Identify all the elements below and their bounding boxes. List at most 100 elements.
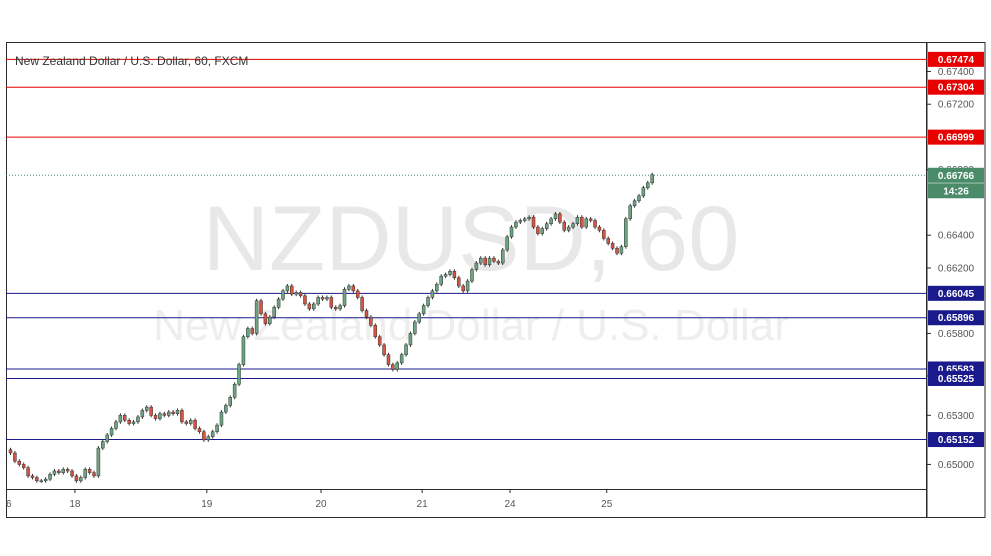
candle-down xyxy=(8,449,13,454)
candle-down xyxy=(197,428,202,432)
candle-down xyxy=(153,415,158,419)
candle-up xyxy=(518,220,523,223)
support-level-label: 0.65583 xyxy=(938,364,975,375)
candle-up xyxy=(650,174,654,184)
candle-up xyxy=(408,333,413,346)
candle-up xyxy=(426,297,430,306)
candle-down xyxy=(320,297,325,300)
candle-up xyxy=(166,411,171,416)
watermark-name: New Zealand Dollar / U.S. Dollar xyxy=(153,301,789,350)
x-tick-label: 19 xyxy=(201,499,213,510)
candle-up xyxy=(584,218,588,228)
x-tick-label: 21 xyxy=(417,499,429,510)
candle-down xyxy=(531,216,536,228)
candle-up xyxy=(285,285,290,292)
y-tick-label: 0.66200 xyxy=(938,263,975,274)
candle-up xyxy=(224,405,228,413)
candle-up xyxy=(628,205,632,220)
levels-layer xyxy=(6,58,927,441)
candle-up xyxy=(268,316,272,324)
price-labels: 0.67474 0.67304 0.66999 0.66045 0.65896 0.655… xyxy=(928,51,984,448)
candle-up xyxy=(443,274,448,277)
candle-up xyxy=(435,284,439,292)
candle-down xyxy=(127,419,131,424)
candles-layer xyxy=(8,172,654,483)
candle-down xyxy=(558,213,562,223)
last-price-label: 0.66766 xyxy=(938,171,975,182)
candle-up xyxy=(632,200,637,206)
candle-up xyxy=(254,300,259,334)
candle-up xyxy=(109,428,114,436)
x-tick-label: 24 xyxy=(504,499,516,510)
resistance-level-label-bg xyxy=(928,129,984,145)
candle-up xyxy=(540,228,545,234)
candle-up xyxy=(439,275,443,285)
candle-up xyxy=(500,249,505,264)
candle-down xyxy=(452,270,457,279)
candle-up xyxy=(624,218,628,247)
candle-up xyxy=(52,470,57,475)
candle-down xyxy=(259,300,263,315)
candle-down xyxy=(329,297,334,308)
candle-up xyxy=(294,292,298,295)
candle-up xyxy=(641,187,646,197)
candle-down xyxy=(57,470,61,473)
candle-down xyxy=(610,243,615,249)
candle-down xyxy=(593,220,597,228)
candle-up xyxy=(140,410,145,418)
candle-down xyxy=(360,297,364,311)
support-level-label-bg xyxy=(928,370,984,386)
candle-down xyxy=(21,464,26,468)
candle-down xyxy=(307,303,312,310)
candle-up xyxy=(417,313,421,323)
candle-up xyxy=(527,216,531,220)
candle-down xyxy=(298,292,303,297)
candle-down xyxy=(606,238,610,244)
candle-down xyxy=(70,470,74,477)
candle-down xyxy=(250,328,254,334)
candle-up xyxy=(522,218,527,221)
candle-down xyxy=(303,295,307,305)
last-price-label-bg xyxy=(928,167,984,183)
support-level-label: 0.65152 xyxy=(938,435,975,446)
candle-up xyxy=(566,226,571,231)
candle-down xyxy=(382,344,386,355)
candle-up xyxy=(136,416,140,423)
candle-up xyxy=(101,441,105,449)
candle-up xyxy=(347,285,351,290)
candle-up xyxy=(395,362,400,370)
candle-down xyxy=(13,452,17,462)
x-tick-label: 26 xyxy=(6,499,12,510)
candle-down xyxy=(290,285,294,295)
support-level-label-bg xyxy=(928,285,984,301)
y-tick-label: 0.65300 xyxy=(938,411,975,422)
candle-down xyxy=(180,410,184,423)
candle-up xyxy=(413,321,417,334)
candle-up xyxy=(105,434,109,442)
x-tick-label: 25 xyxy=(601,499,613,510)
candle-down xyxy=(588,218,593,221)
candle-down xyxy=(562,221,567,231)
candle-up xyxy=(175,410,180,414)
countdown-label: 14:26 xyxy=(943,186,969,197)
candle-up xyxy=(158,413,162,419)
candle-down xyxy=(26,467,30,477)
candle-down xyxy=(364,310,369,318)
candle-up xyxy=(470,269,474,282)
x-tick-label: 18 xyxy=(69,499,81,510)
candle-down xyxy=(74,475,79,482)
candle-down xyxy=(193,419,197,429)
support-level-label-bg xyxy=(928,310,984,326)
support-level-label: 0.65896 xyxy=(938,313,975,324)
candle-down xyxy=(369,316,373,326)
candle-up xyxy=(549,218,553,224)
candle-up xyxy=(43,478,48,482)
candlestick-chart: NZDUSD, 60 New Zealand Dollar / U.S. Dol… xyxy=(6,42,986,518)
resistance-level-label: 0.66999 xyxy=(938,133,975,144)
support-level-label-bg xyxy=(928,432,984,448)
candle-down xyxy=(602,230,606,239)
candle-up xyxy=(430,290,435,298)
candle-up xyxy=(505,236,509,251)
countdown-label-bg xyxy=(928,183,984,199)
candle-up xyxy=(509,226,514,238)
